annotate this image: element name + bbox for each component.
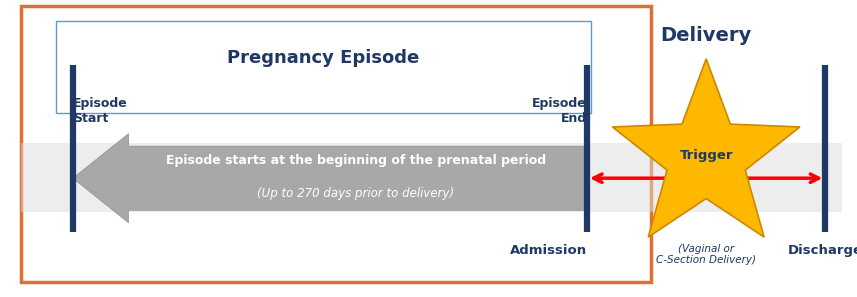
FancyBboxPatch shape [21, 6, 651, 282]
Bar [21, 143, 842, 212]
FancyBboxPatch shape [56, 21, 591, 113]
Polygon shape [613, 59, 800, 237]
FancyArrow shape [73, 134, 587, 223]
Text: Episode starts at the beginning of the prenatal period: Episode starts at the beginning of the p… [165, 154, 546, 167]
Text: Discharge: Discharge [788, 244, 857, 257]
Text: (Vaginal or
C-Section Delivery): (Vaginal or C-Section Delivery) [656, 244, 756, 265]
Text: Trigger: Trigger [680, 149, 733, 162]
Text: Delivery: Delivery [661, 26, 752, 45]
Text: (Up to 270 days prior to delivery): (Up to 270 days prior to delivery) [257, 187, 454, 200]
Text: Episode
End: Episode End [532, 97, 587, 125]
Text: Admission: Admission [510, 244, 587, 257]
Text: Episode
Start: Episode Start [73, 97, 128, 125]
Text: Pregnancy Episode: Pregnancy Episode [227, 49, 420, 67]
